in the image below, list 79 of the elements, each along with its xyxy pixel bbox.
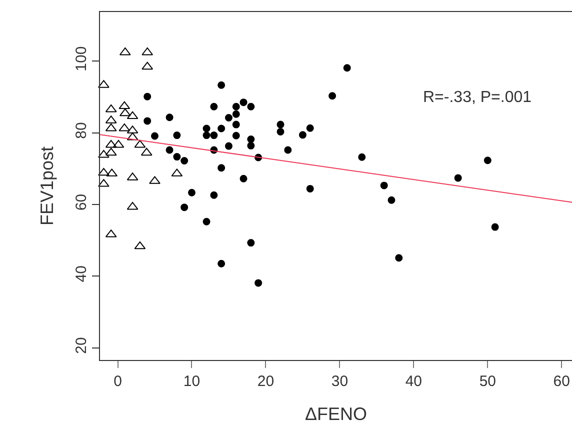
point	[218, 164, 226, 172]
x-tick-label: 50	[479, 373, 496, 390]
y-tick-label: 60	[73, 194, 90, 211]
point	[343, 64, 351, 72]
x-tick-label: 20	[257, 373, 274, 390]
point	[284, 146, 292, 154]
point	[173, 132, 181, 140]
point	[134, 241, 146, 250]
y-tick-label: 20	[73, 337, 90, 354]
point	[144, 117, 152, 125]
x-tick-label: 40	[405, 373, 422, 390]
point	[247, 135, 255, 143]
point	[276, 120, 284, 128]
point	[210, 102, 218, 110]
point	[247, 142, 255, 150]
point	[126, 202, 138, 210]
y-tick-label: 40	[73, 266, 90, 282]
point	[202, 124, 210, 132]
point	[126, 111, 138, 120]
point	[247, 102, 255, 110]
point	[358, 153, 366, 161]
point	[218, 260, 226, 268]
point	[454, 174, 462, 182]
point	[118, 123, 130, 132]
point	[173, 153, 181, 161]
point	[105, 148, 117, 156]
point	[491, 223, 499, 231]
point	[276, 128, 284, 136]
point	[166, 114, 174, 122]
point	[202, 132, 210, 140]
x-tick-label: 60	[553, 373, 570, 390]
y-tick-label: 100	[73, 46, 90, 72]
point	[247, 239, 255, 247]
point	[98, 168, 110, 176]
point	[126, 132, 138, 140]
point	[105, 123, 117, 132]
point	[484, 156, 492, 164]
point	[112, 140, 124, 148]
x-tick-label: 0	[114, 373, 122, 390]
point	[105, 104, 117, 112]
point	[118, 101, 130, 110]
point	[180, 204, 188, 212]
point	[232, 120, 240, 128]
point	[298, 131, 306, 139]
annotation: R=-.33, P=.001	[423, 89, 532, 106]
point	[388, 196, 396, 204]
point	[240, 174, 248, 182]
point	[395, 254, 403, 262]
point	[328, 92, 336, 100]
point	[306, 184, 314, 192]
point	[218, 81, 226, 89]
x-axis-title: ΔFENO	[304, 404, 368, 424]
y-axis-title: FEV1post	[37, 146, 58, 226]
point	[151, 132, 158, 140]
point	[180, 156, 188, 164]
point	[240, 98, 248, 106]
point	[224, 142, 232, 150]
point	[232, 102, 240, 110]
y-tick-label: 80	[73, 122, 90, 139]
point	[224, 114, 232, 122]
point	[119, 108, 131, 116]
x-tick-label: 10	[183, 373, 200, 390]
point	[140, 148, 152, 156]
point	[218, 124, 226, 132]
point	[306, 124, 314, 132]
point	[142, 62, 154, 70]
point	[210, 132, 218, 140]
point	[144, 92, 152, 100]
point	[232, 132, 240, 140]
point	[105, 140, 117, 148]
point	[188, 188, 196, 196]
point	[380, 182, 388, 190]
point	[166, 146, 174, 154]
point	[134, 140, 146, 148]
x-tick-label: 30	[331, 373, 348, 390]
point	[254, 279, 262, 287]
point	[202, 218, 210, 226]
point	[232, 110, 240, 118]
point	[210, 191, 218, 199]
